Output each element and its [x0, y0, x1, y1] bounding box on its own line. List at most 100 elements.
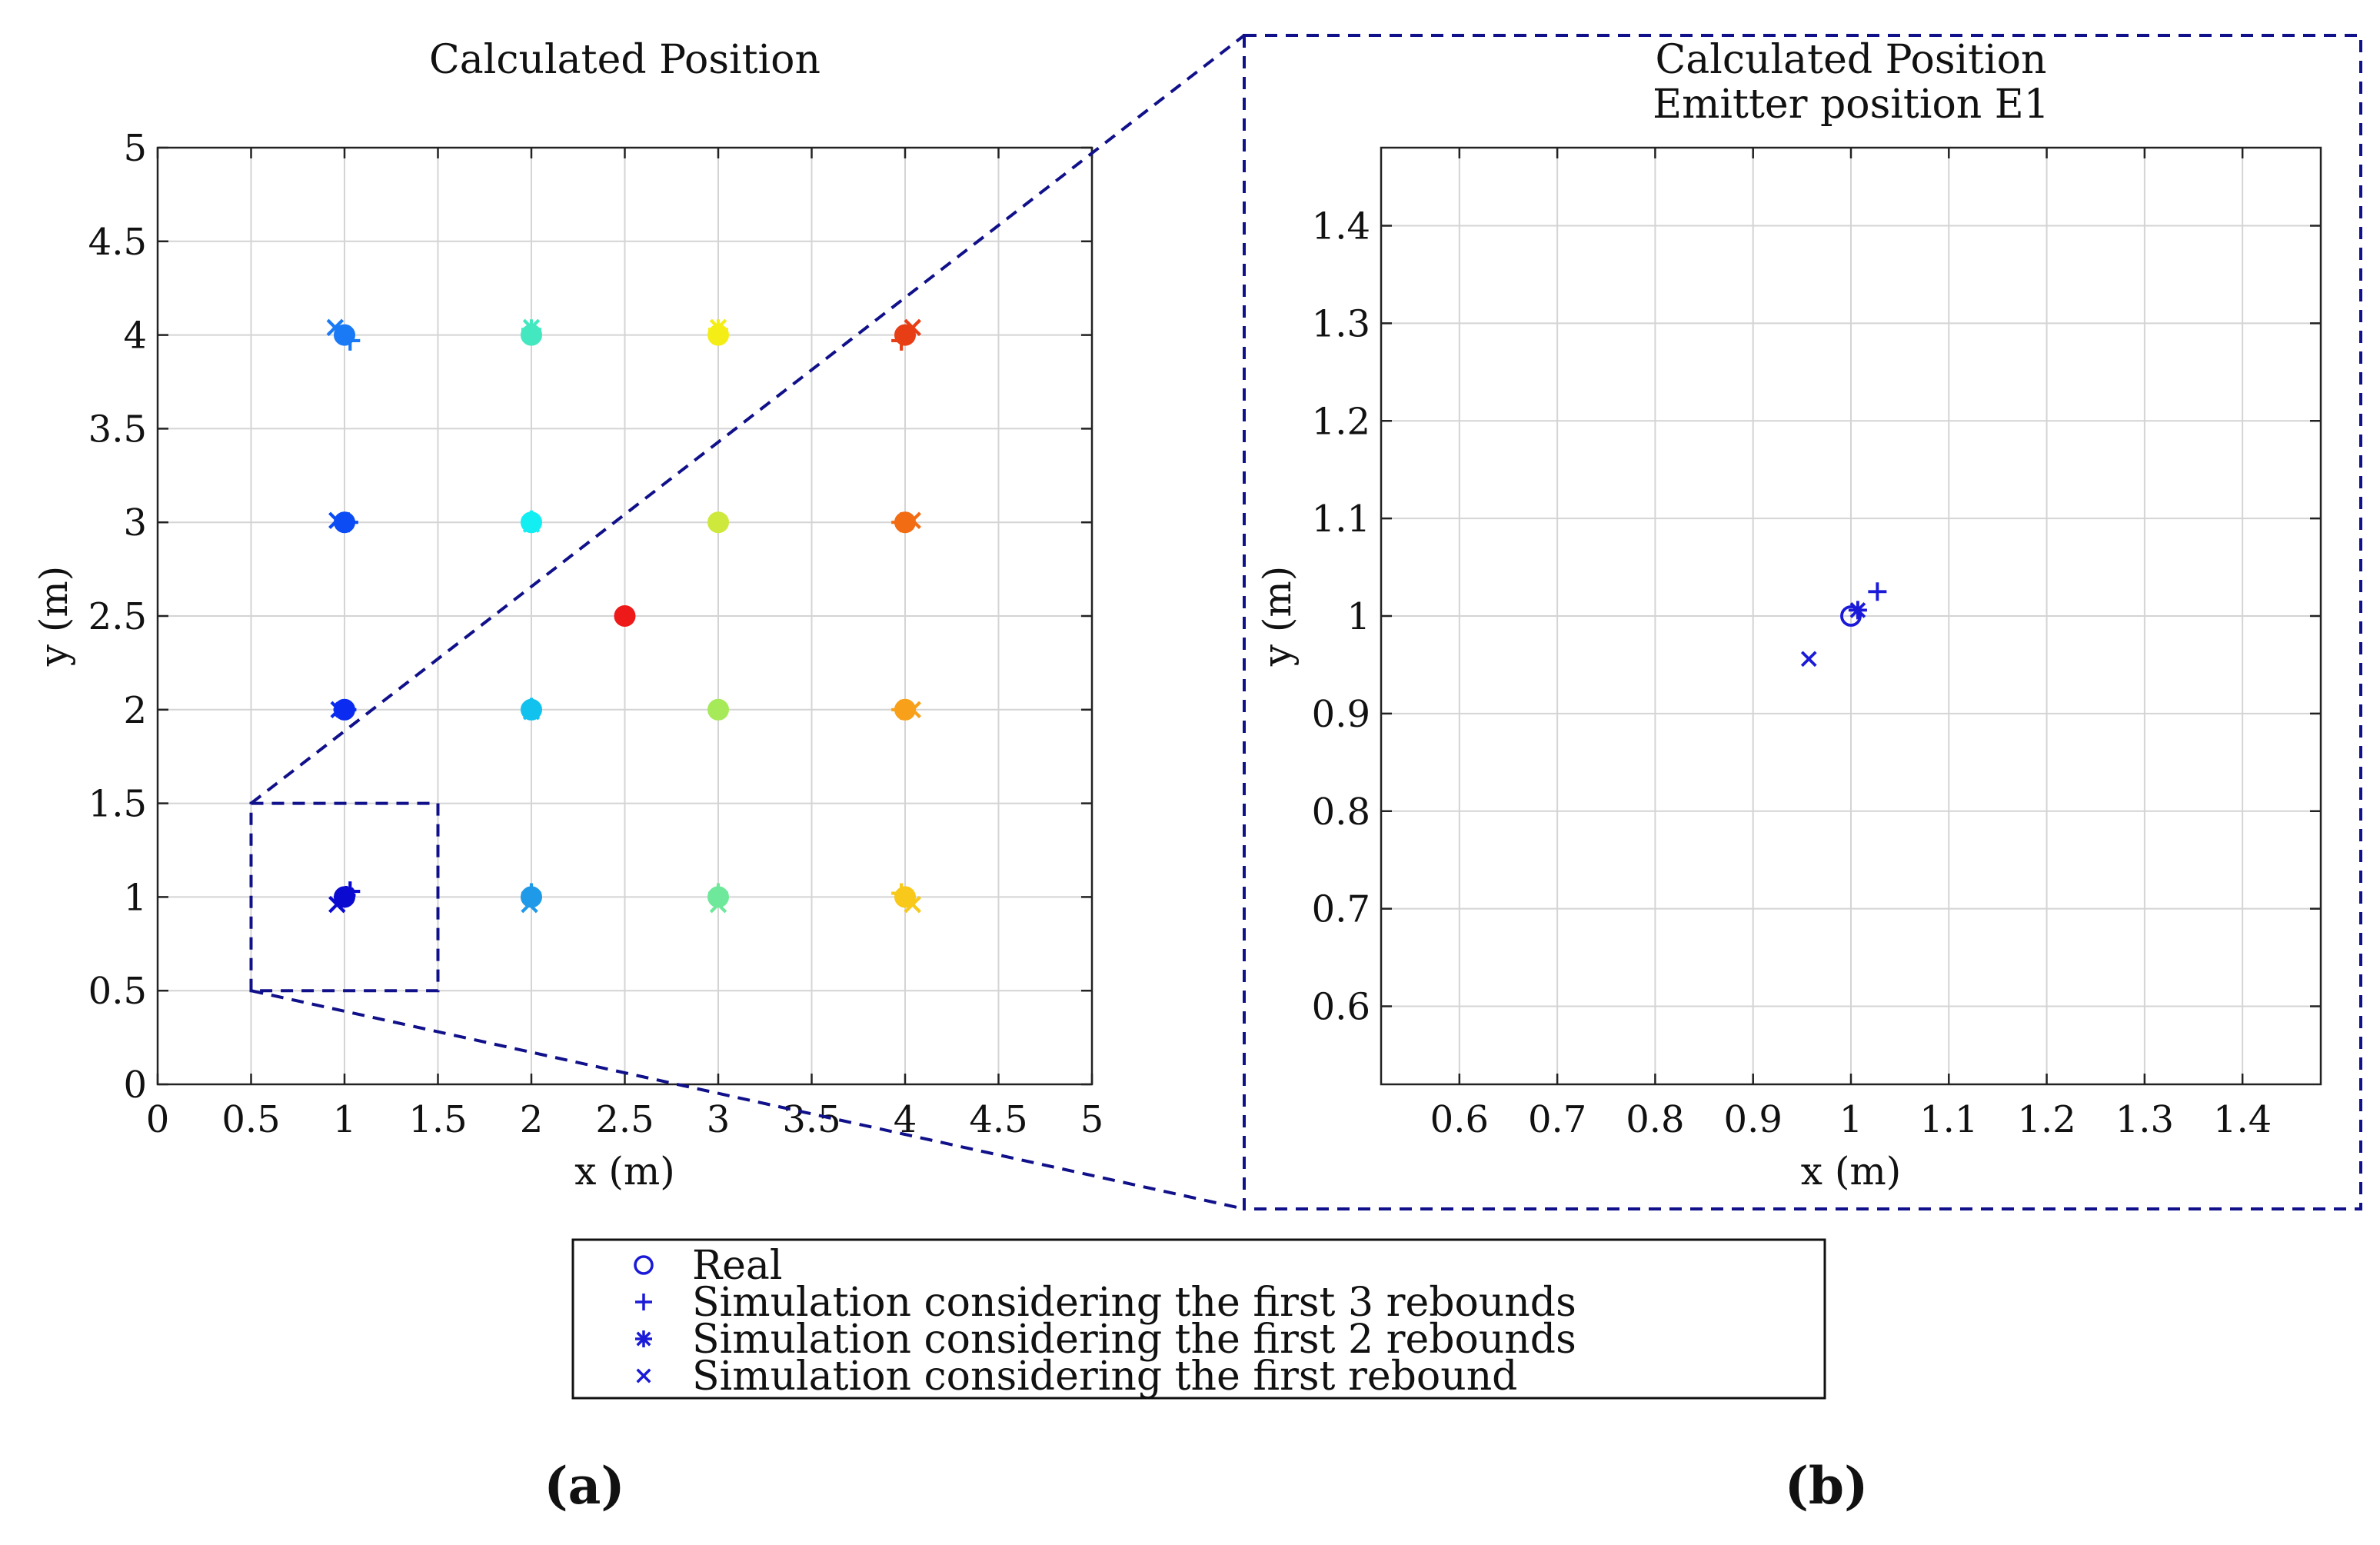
sim-2-rebounds-point: [615, 607, 634, 625]
x-tick-label: 1.4: [2213, 1098, 2272, 1141]
x-tick-label: 0: [146, 1098, 170, 1141]
emitter-point-group: [707, 511, 729, 534]
y-tick-label: 1.1: [1312, 498, 1370, 541]
panel-b: 0.6 0.7 0.8 0.9 1 1.1 1.2 1.3 1.4 0.6 0.7 0.8 0.9 1 1.…: [1255, 37, 2322, 1194]
sim-2-rebounds-point: [337, 885, 356, 904]
zoom-frame: [1243, 34, 2362, 1210]
axes-frame: [156, 146, 1093, 1086]
legend-box: [571, 1238, 1826, 1400]
emitter-point-group: [891, 698, 921, 721]
y-tick-label: 1.2: [1312, 400, 1370, 443]
series-point-sim-first-rebound: [1800, 651, 1817, 668]
sim-2-rebounds-point: [335, 513, 354, 532]
series-point-sim-3-rebounds: [1868, 582, 1887, 601]
emitter-point-group: [521, 883, 542, 914]
y-tick-label: 0.7: [1312, 888, 1370, 931]
y-tick-label: 0.6: [1312, 986, 1370, 1029]
zoom-connector-line-top: [250, 34, 1246, 805]
emitter-point-group: [521, 698, 542, 721]
emitter-point-group: [891, 883, 921, 914]
zoom-region-box: [249, 801, 440, 993]
sim-2-rebounds-point: [335, 325, 354, 345]
y-tick-label: 0.5: [88, 970, 147, 1013]
legend-label: Simulation considering the first rebound: [692, 1354, 1517, 1400]
emitter-point-group: [328, 511, 358, 534]
chart-title: Calculated Position: [429, 37, 821, 83]
sim-2-rebounds-point: [522, 325, 541, 345]
sim-2-rebounds-point: [333, 700, 352, 719]
panel-a: 0 0.5 1 1.5 2 2.5 3 3.5 4 4.5 500.511.522.533.544.…: [32, 37, 1103, 1194]
x-tick-label: 0.9: [1724, 1098, 1783, 1141]
x-tick-label: 0.7: [1528, 1098, 1586, 1141]
legend-marker-2: [635, 1330, 652, 1347]
legend-marker-3: [636, 1368, 651, 1384]
sim-2-rebounds-point: [522, 513, 541, 532]
emitter-point-group: [707, 698, 729, 721]
y-tick-label: 0.8: [1312, 791, 1370, 834]
x-tick-label: 1.3: [2115, 1098, 2174, 1141]
emitter-point-group: [891, 511, 921, 534]
sim-2-rebounds-point: [896, 513, 914, 532]
axes-frame: [1380, 146, 2322, 1086]
y-tick-label: 2.5: [88, 595, 147, 638]
emitter-point-group: [707, 883, 729, 914]
y-tick-label: 2: [123, 689, 147, 732]
x-axis-label: x (m): [1801, 1149, 1902, 1194]
y-tick-label: 3.5: [88, 408, 147, 451]
x-tick-label: 3.5: [782, 1098, 840, 1141]
sim-2-rebounds-point: [709, 325, 727, 345]
legend-label: Simulation considering the first 2 rebou…: [692, 1317, 1576, 1363]
chart-title: Calculated Position: [1656, 37, 2047, 83]
emitter-point-group: [707, 318, 729, 346]
y-tick-label: 1.5: [88, 783, 147, 826]
x-tick-label: 1.5: [408, 1098, 467, 1141]
y-tick-label: 5: [123, 127, 147, 170]
y-tick-label: 1.3: [1312, 302, 1370, 345]
x-tick-label: 4.5: [969, 1098, 1027, 1141]
x-axis-label: x (m): [574, 1149, 675, 1194]
sim-2-rebounds-point: [709, 887, 727, 907]
x-tick-label: 2.5: [595, 1098, 654, 1141]
x-tick-label: 1: [333, 1098, 357, 1141]
emitter-point-group: [614, 605, 636, 627]
x-tick-label: 1.1: [1919, 1098, 1978, 1141]
legend-label: Simulation considering the first 3 rebou…: [692, 1280, 1576, 1326]
sim-2-rebounds-point: [522, 887, 541, 907]
legend-label: Real: [692, 1243, 783, 1289]
x-tick-label: 5: [1080, 1098, 1104, 1141]
x-tick-label: 3: [707, 1098, 731, 1141]
y-axis-label: y (m): [1255, 566, 1300, 668]
emitter-point-group: [328, 881, 361, 914]
y-tick-label: 4.5: [88, 221, 147, 264]
zoom-connector: [250, 34, 2362, 1210]
y-tick-label: 1: [123, 876, 147, 919]
sim-2-rebounds-point: [896, 325, 914, 345]
sim-2-rebounds-point: [709, 700, 727, 719]
y-tick-label: 0: [123, 1064, 147, 1107]
y-tick-label: 3: [123, 501, 147, 544]
chart-subtitle: Emitter position E1: [1653, 82, 2049, 128]
emitter-point-group: [330, 698, 357, 721]
y-axis-label: y (m): [32, 566, 76, 668]
panel-label-b: (b): [1785, 1456, 1869, 1516]
sim-2-rebounds-point: [896, 700, 914, 719]
x-tick-label: 2: [520, 1098, 544, 1141]
y-tick-label: 0.9: [1312, 693, 1370, 736]
x-tick-label: 1.2: [2017, 1098, 2075, 1141]
series-point-sim-2-rebounds: [1848, 601, 1867, 620]
y-tick-label: 4: [123, 315, 147, 358]
legend-marker-0: [634, 1255, 654, 1275]
emitter-point-group: [521, 510, 542, 534]
emitter-point-group: [521, 318, 542, 346]
sim-2-rebounds-point: [896, 887, 914, 907]
sim-2-rebounds-point: [522, 700, 541, 719]
y-tick-label: 1: [1346, 595, 1370, 638]
emitter-point-group: [326, 318, 361, 351]
y-tick-label: 1.4: [1312, 205, 1370, 248]
x-tick-label: 0.6: [1430, 1098, 1489, 1141]
panel-label-a: (a): [544, 1456, 624, 1516]
x-tick-label: 1: [1839, 1098, 1863, 1141]
sim-2-rebounds-point: [709, 513, 727, 532]
